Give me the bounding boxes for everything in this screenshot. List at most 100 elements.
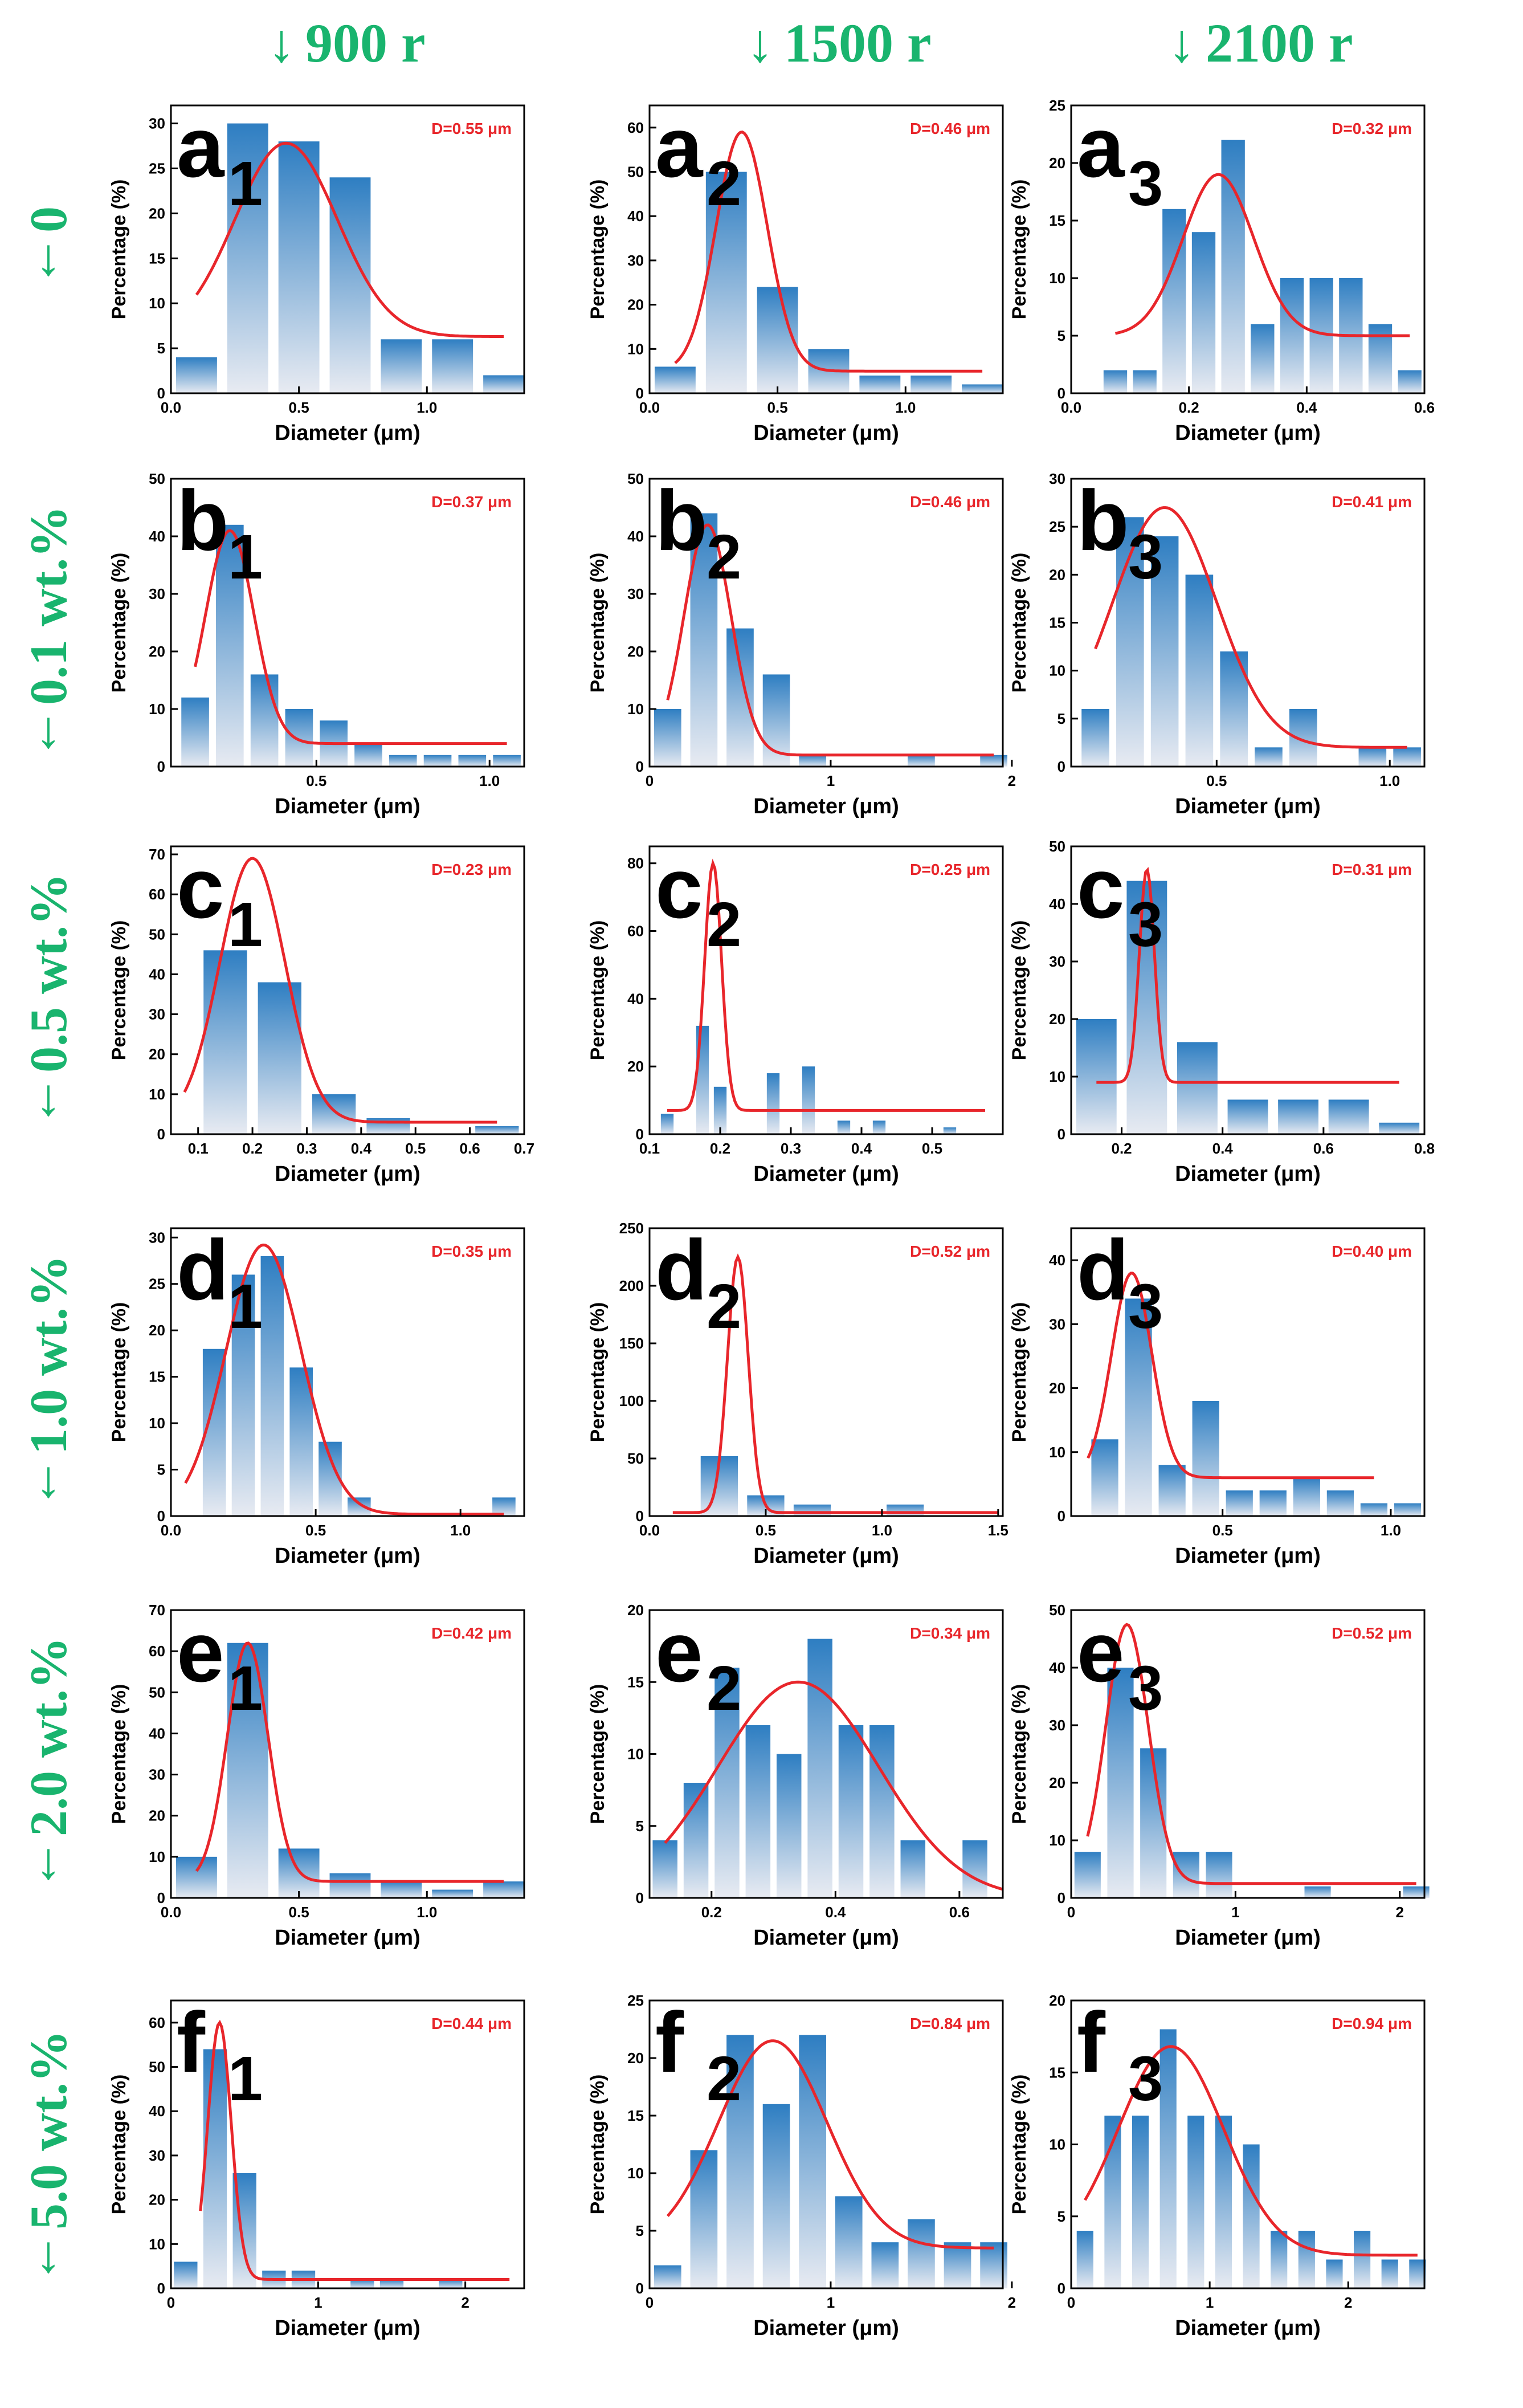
bar bbox=[203, 950, 247, 1134]
plot-frame bbox=[170, 104, 525, 394]
panel-letter: f bbox=[177, 1994, 206, 2090]
x-tick-label: 0.5 bbox=[767, 399, 788, 416]
column-label-text: 2100 r bbox=[1206, 12, 1353, 74]
x-axis-label: Diameter (μm) bbox=[753, 2316, 899, 2340]
x-axis-label: Diameter (μm) bbox=[753, 1926, 899, 1950]
x-tick-label: 0.2 bbox=[710, 1140, 730, 1157]
y-tick-label: 0 bbox=[636, 1889, 644, 1906]
y-tick-label: 250 bbox=[619, 1220, 644, 1237]
bar bbox=[1259, 1490, 1287, 1516]
y-tick-label: 40 bbox=[627, 528, 644, 545]
y-tick-label: 10 bbox=[627, 2165, 644, 2182]
panel-subscript: 3 bbox=[1128, 1653, 1163, 1724]
y-tick-label: 60 bbox=[627, 923, 644, 940]
bar bbox=[802, 1066, 815, 1134]
bar bbox=[1076, 2231, 1093, 2288]
y-tick-label: 20 bbox=[149, 1322, 165, 1339]
x-tick-label: 0.5 bbox=[1212, 1522, 1233, 1539]
y-tick-label: 0 bbox=[157, 2280, 165, 2297]
bar bbox=[475, 1126, 519, 1134]
x-tick-label: 0.6 bbox=[1414, 399, 1435, 416]
bar bbox=[1159, 2029, 1177, 2288]
x-tick-label: 0.2 bbox=[1111, 1140, 1132, 1157]
y-tick-label: 60 bbox=[149, 2014, 165, 2031]
y-tick-label: 15 bbox=[1049, 212, 1065, 229]
bar bbox=[1221, 140, 1245, 393]
bar bbox=[203, 2049, 227, 2288]
x-tick-label: 0.4 bbox=[1212, 1140, 1234, 1157]
x-axis-label: Diameter (μm) bbox=[753, 1162, 899, 1186]
x-tick-label: 2 bbox=[1008, 772, 1016, 789]
histogram-panel-e3: 0 10 20 30 40 50 0 1 2 Diameter (μm) Percentage (%… bbox=[1008, 1602, 1430, 1950]
y-tick-label: 70 bbox=[149, 846, 165, 863]
bar bbox=[289, 1367, 313, 1516]
mean-diameter-annotation: D=0.46 μm bbox=[910, 493, 990, 511]
y-axis-label: Percentage (%) bbox=[108, 553, 130, 693]
mean-diameter-annotation: D=0.52 μm bbox=[910, 1242, 990, 1260]
y-axis-label: Percentage (%) bbox=[1008, 1684, 1030, 1824]
y-axis-label: Percentage (%) bbox=[108, 2075, 130, 2215]
x-tick-label: 1.0 bbox=[1381, 1522, 1401, 1539]
x-tick-label: 1.0 bbox=[1379, 772, 1400, 789]
fit-curve bbox=[1114, 173, 1410, 337]
bar bbox=[980, 755, 1007, 767]
bar bbox=[859, 375, 901, 393]
x-tick-label: 0.0 bbox=[161, 1522, 181, 1539]
fit-curve bbox=[184, 1243, 504, 1516]
y-tick-label: 40 bbox=[627, 207, 644, 225]
bar bbox=[285, 709, 313, 767]
y-tick-label: 60 bbox=[627, 119, 644, 136]
bar bbox=[1187, 2116, 1204, 2288]
x-tick-label: 2 bbox=[461, 2294, 469, 2311]
panel-subscript: 2 bbox=[707, 522, 741, 592]
x-tick-label: 0.4 bbox=[1296, 399, 1317, 416]
bar bbox=[799, 755, 826, 767]
histogram-panel-b3: 0 5 10 15 20 25 30 0.5 1.0 Diameter (μm) Percentag… bbox=[1008, 470, 1426, 818]
fit-curve bbox=[672, 1253, 998, 1514]
bar bbox=[776, 1754, 802, 1898]
y-tick-label: 30 bbox=[149, 115, 165, 132]
x-axis-label: Diameter (μm) bbox=[1175, 794, 1321, 818]
y-tick-label: 0 bbox=[636, 758, 644, 775]
fit-curve bbox=[194, 529, 507, 745]
x-tick-label: 0.5 bbox=[922, 1140, 942, 1157]
y-tick-label: 30 bbox=[149, 2147, 165, 2164]
mean-diameter-annotation: D=0.32 μm bbox=[1332, 120, 1412, 137]
histogram-panel-d2: 0 50 100 150 200 250 0.0 0.5 1.0 1.5 Diameter (μm)… bbox=[587, 1220, 1008, 1568]
bar bbox=[726, 628, 754, 767]
fit-curve bbox=[1096, 867, 1399, 1084]
y-axis-label: Percentage (%) bbox=[1008, 920, 1030, 1061]
y-tick-label: 20 bbox=[627, 643, 644, 660]
mean-diameter-annotation: D=0.41 μm bbox=[1332, 493, 1412, 511]
bar bbox=[1192, 1401, 1219, 1516]
y-tick-label: 60 bbox=[149, 886, 165, 903]
x-tick-label: 1.0 bbox=[872, 1522, 892, 1539]
y-tick-label: 30 bbox=[1049, 953, 1065, 970]
x-tick-label: 0 bbox=[646, 772, 654, 789]
y-tick-label: 20 bbox=[149, 1046, 165, 1063]
mean-diameter-annotation: D=0.52 μm bbox=[1332, 1624, 1412, 1642]
bar bbox=[1293, 1477, 1320, 1516]
y-tick-label: 30 bbox=[149, 1229, 165, 1246]
x-tick-label: 0.2 bbox=[701, 1904, 722, 1921]
panel-subscript: 2 bbox=[707, 2044, 741, 2114]
y-tick-label: 40 bbox=[149, 965, 165, 983]
y-tick-label: 50 bbox=[149, 1684, 165, 1701]
y-tick-label: 20 bbox=[627, 2050, 644, 2067]
x-axis-label: Diameter (μm) bbox=[1175, 1544, 1321, 1568]
x-axis-label: Diameter (μm) bbox=[753, 794, 899, 818]
column-label-3: ↓ 2100 r bbox=[1168, 0, 1353, 85]
bar bbox=[690, 2150, 718, 2288]
y-tick-label: 30 bbox=[1049, 1315, 1065, 1333]
y-axis-label: Percentage (%) bbox=[587, 1302, 609, 1443]
y-tick-label: 10 bbox=[149, 295, 165, 312]
x-tick-label: 2 bbox=[1396, 1904, 1404, 1921]
panel-letter: b bbox=[177, 472, 229, 568]
panel-subscript: 2 bbox=[707, 1272, 741, 1342]
panel-subscript: 3 bbox=[1128, 890, 1163, 960]
column-label-text: 900 r bbox=[305, 12, 426, 74]
y-tick-label: 50 bbox=[627, 1450, 644, 1467]
x-axis-label: Diameter (μm) bbox=[1175, 2316, 1321, 2340]
y-tick-label: 0 bbox=[636, 385, 644, 402]
bar bbox=[837, 1121, 851, 1134]
